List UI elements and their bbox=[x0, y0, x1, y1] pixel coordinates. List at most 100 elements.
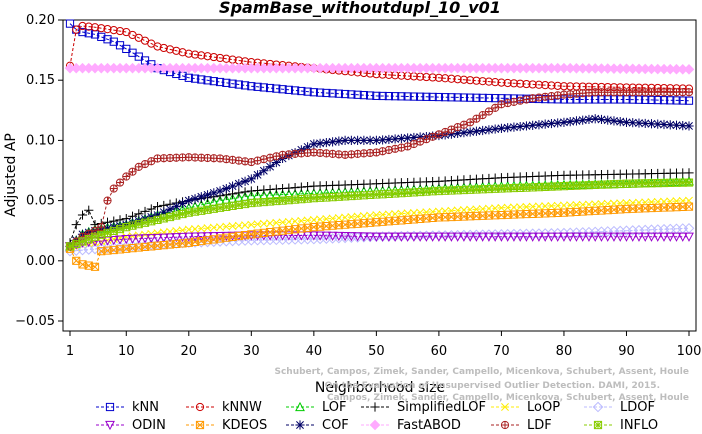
data-point bbox=[559, 201, 568, 210]
y-axis: −0.05 0.00 0.05 0.10 0.15 0.20 bbox=[15, 13, 63, 329]
data-point bbox=[472, 76, 481, 85]
data-point bbox=[227, 231, 238, 242]
legend-label: kNN bbox=[132, 400, 159, 415]
data-point bbox=[271, 157, 281, 168]
legend-marker bbox=[105, 402, 115, 412]
data-point bbox=[234, 200, 243, 210]
x-tick-label: 100 bbox=[677, 344, 702, 359]
data-point bbox=[97, 32, 106, 41]
data-point bbox=[478, 204, 487, 213]
data-point bbox=[347, 213, 356, 221]
data-point bbox=[228, 201, 237, 210]
data-point bbox=[266, 219, 275, 228]
legend-item-simplifiedlof: SimplifiedLOF bbox=[361, 400, 486, 415]
data-point bbox=[559, 117, 569, 127]
chart-title: SpamBase_withoutdupl_10_v01 bbox=[219, 0, 501, 17]
legend-label: LoOP bbox=[527, 400, 560, 415]
data-point bbox=[308, 231, 319, 241]
data-point bbox=[328, 214, 337, 223]
data-point bbox=[653, 119, 663, 129]
data-point bbox=[333, 231, 344, 242]
legend-item-knnw: kNNW bbox=[186, 400, 262, 415]
x-tick-label: 80 bbox=[556, 344, 573, 359]
data-point bbox=[222, 222, 231, 231]
data-point bbox=[491, 78, 500, 87]
data-point bbox=[509, 203, 518, 212]
data-point bbox=[171, 201, 181, 211]
data-point bbox=[534, 202, 543, 211]
data-point bbox=[516, 203, 525, 212]
data-point bbox=[416, 92, 425, 101]
data-point bbox=[528, 202, 537, 211]
data-point bbox=[109, 184, 118, 193]
data-point bbox=[252, 170, 263, 180]
data-point bbox=[358, 232, 369, 242]
data-point bbox=[484, 93, 494, 103]
data-point bbox=[678, 120, 688, 131]
data-point bbox=[102, 223, 113, 233]
data-point bbox=[371, 232, 382, 242]
data-point bbox=[152, 233, 163, 244]
data-point bbox=[465, 127, 475, 137]
data-point bbox=[152, 202, 163, 212]
data-point bbox=[247, 82, 256, 91]
data-point bbox=[465, 232, 476, 242]
data-point bbox=[659, 119, 669, 130]
data-point bbox=[541, 202, 550, 211]
data-point bbox=[159, 207, 169, 217]
data-point bbox=[265, 153, 275, 162]
data-point bbox=[346, 232, 357, 242]
data-point bbox=[453, 128, 463, 139]
data-point bbox=[640, 118, 650, 129]
data-point bbox=[197, 75, 206, 84]
data-point bbox=[459, 75, 469, 84]
data-point bbox=[440, 232, 451, 242]
data-point bbox=[65, 19, 75, 28]
data-point bbox=[565, 232, 576, 242]
legend-marker bbox=[501, 403, 509, 411]
data-point bbox=[415, 132, 425, 142]
watermark: Schubert, Campos, Zimek, Sander, Campell… bbox=[274, 367, 689, 403]
legend-label: LOF bbox=[322, 400, 347, 415]
data-point bbox=[546, 232, 557, 242]
data-point bbox=[566, 201, 575, 210]
data-point bbox=[671, 232, 682, 242]
data-point bbox=[246, 174, 256, 184]
legend-marker bbox=[592, 401, 604, 413]
data-point bbox=[503, 123, 513, 133]
x-tick-label: 60 bbox=[431, 344, 448, 359]
data-point bbox=[547, 201, 556, 210]
data-point bbox=[365, 232, 376, 242]
data-point bbox=[521, 121, 532, 131]
data-point bbox=[97, 222, 106, 232]
data-point bbox=[627, 232, 638, 242]
data-point bbox=[615, 232, 626, 242]
legend-label: kNNW bbox=[222, 400, 262, 415]
data-point bbox=[115, 235, 125, 245]
data-point bbox=[659, 96, 669, 105]
data-point bbox=[216, 223, 225, 232]
data-point bbox=[283, 231, 294, 241]
data-point bbox=[459, 93, 469, 102]
data-point bbox=[341, 89, 350, 99]
data-point bbox=[221, 183, 231, 194]
y-tick-label: 0.15 bbox=[26, 73, 55, 88]
data-point bbox=[508, 232, 519, 242]
data-point bbox=[84, 22, 93, 31]
data-point bbox=[471, 232, 482, 242]
data-point bbox=[628, 118, 638, 128]
data-point bbox=[516, 79, 525, 88]
data-point bbox=[596, 114, 607, 125]
data-point bbox=[497, 203, 506, 212]
legend-item-lof: LOF bbox=[286, 400, 347, 415]
data-point bbox=[259, 166, 269, 176]
series-knnw bbox=[65, 21, 694, 93]
data-point bbox=[571, 116, 582, 126]
data-point bbox=[559, 82, 569, 91]
data-point bbox=[653, 95, 662, 105]
series-odin bbox=[65, 231, 694, 252]
data-point bbox=[184, 208, 193, 217]
legend-marker bbox=[295, 401, 305, 412]
data-point bbox=[128, 167, 137, 176]
